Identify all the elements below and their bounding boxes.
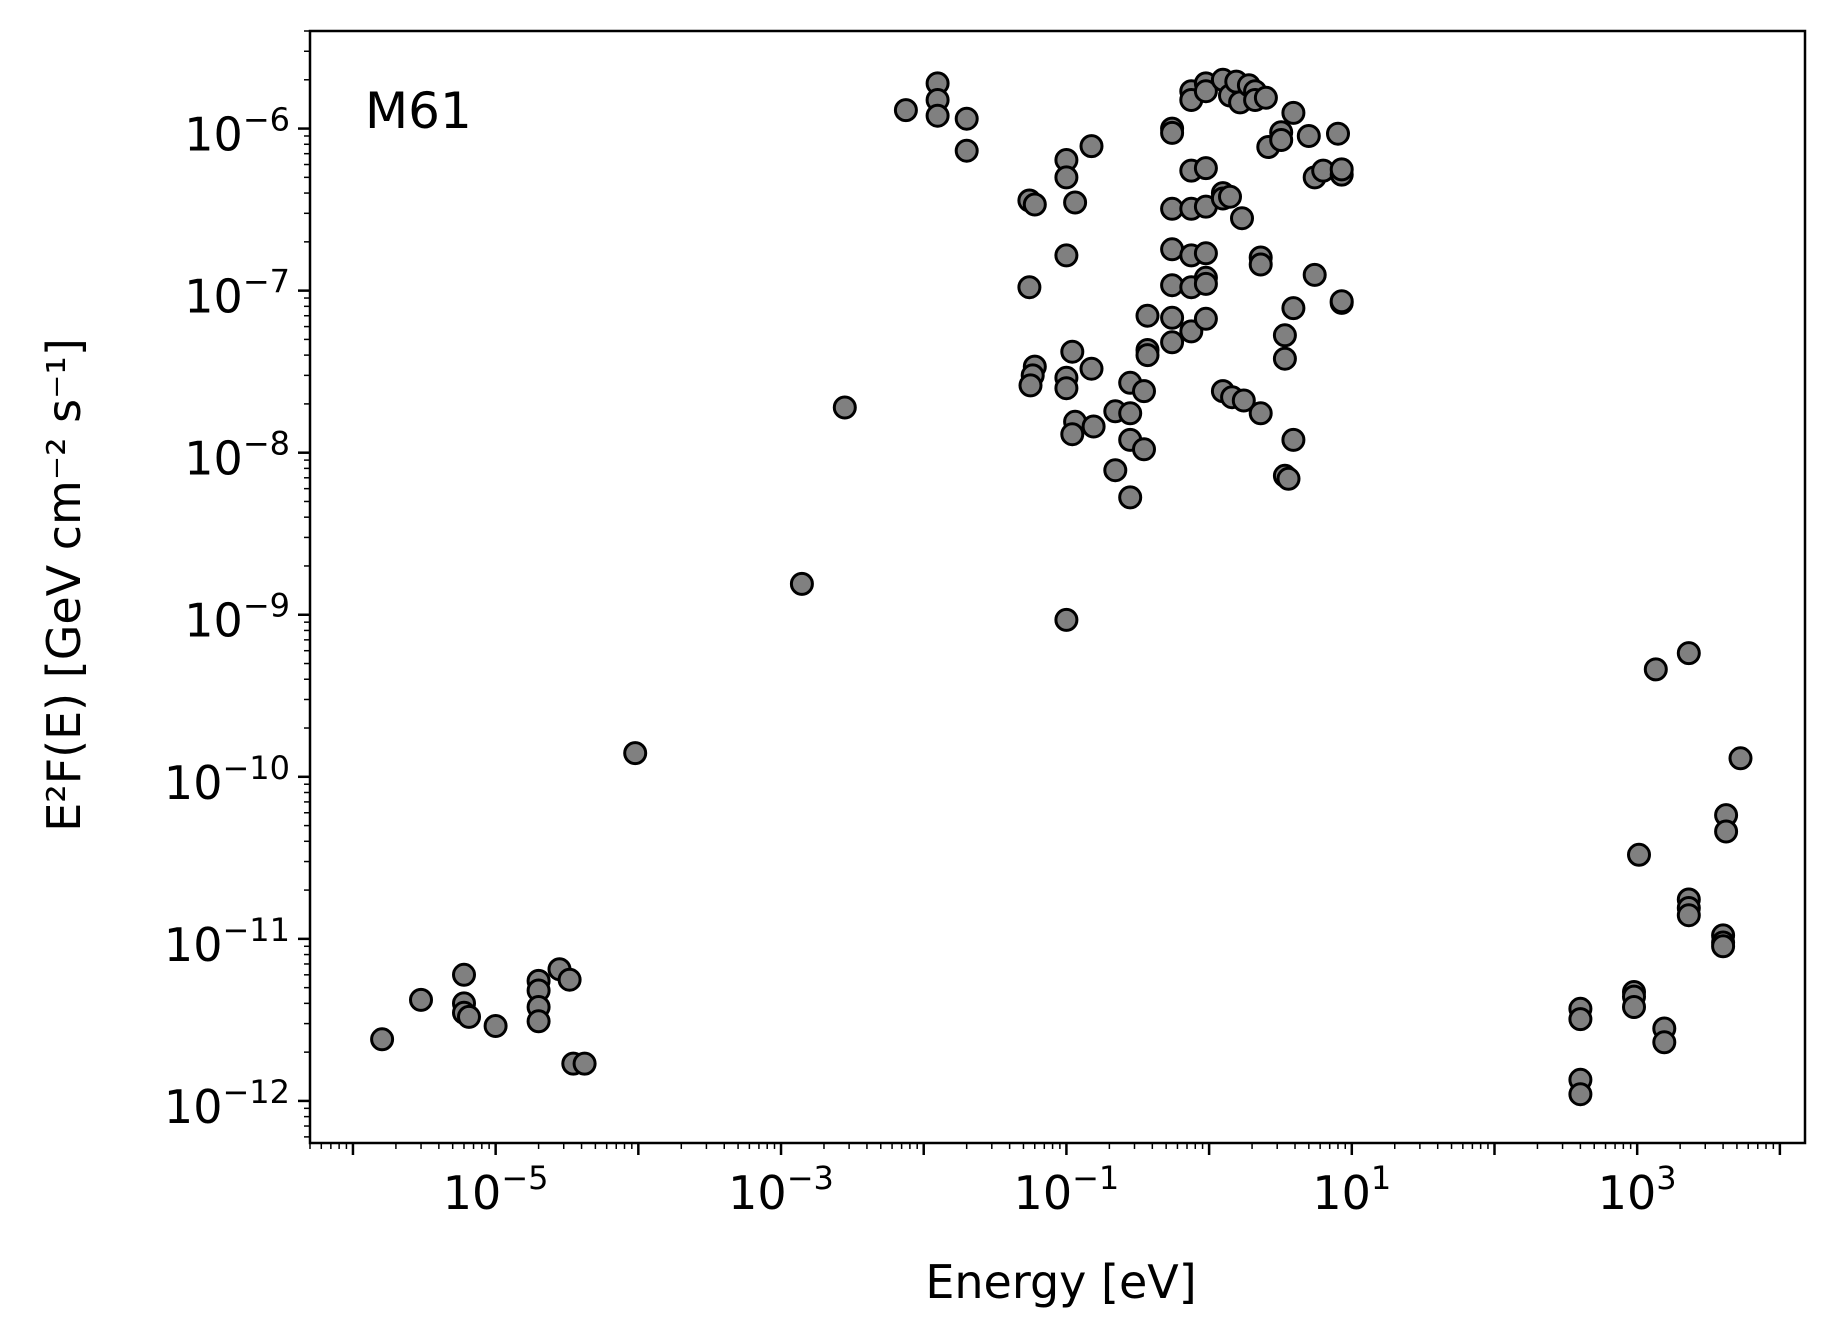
- data-point: [1160, 273, 1185, 298]
- data-point: [832, 395, 857, 420]
- data-point: [1248, 252, 1273, 277]
- x-tick-label: 103: [1598, 1159, 1677, 1220]
- data-point: [1018, 373, 1043, 398]
- y-tick-label: 10−8: [184, 425, 290, 486]
- data-point: [925, 103, 950, 128]
- data-point: [954, 106, 979, 131]
- data-point: [1079, 134, 1104, 159]
- data-point: [1118, 401, 1143, 426]
- data-point: [1276, 466, 1301, 491]
- x-tick-label: 10−1: [1014, 1159, 1120, 1220]
- data-point: [1329, 157, 1354, 182]
- data-point: [1193, 306, 1218, 331]
- y-tick-label: 10−9: [184, 587, 290, 648]
- data-point: [1272, 346, 1297, 371]
- data-point: [1272, 323, 1297, 348]
- data-point: [893, 98, 918, 123]
- data-point: [1193, 241, 1218, 266]
- data-point: [1054, 607, 1079, 632]
- data-point: [1132, 379, 1156, 404]
- y-tick-label: 10−6: [184, 101, 290, 162]
- data-point: [1269, 128, 1294, 152]
- y-tick-label: 10−12: [164, 1073, 290, 1134]
- data-point: [1054, 165, 1079, 190]
- data-point: [1728, 746, 1753, 771]
- data-point: [1627, 842, 1651, 867]
- x-tick-label: 10−5: [443, 1159, 549, 1220]
- data-point: [1329, 289, 1354, 314]
- data-point: [1132, 437, 1156, 462]
- tick-labels: 10−5 10−3 10−1 101 103 10−12 10−11 10−10 10−9 10−…: [164, 101, 1677, 1220]
- data-point: [1079, 356, 1104, 381]
- data-point: [1135, 303, 1160, 328]
- data-point: [1160, 330, 1185, 355]
- data-point: [1193, 271, 1218, 296]
- data-point: [409, 987, 433, 1012]
- data-point: [483, 1014, 508, 1038]
- data-point: [1230, 206, 1254, 231]
- data-point: [1622, 995, 1646, 1019]
- data-point: [1676, 903, 1701, 928]
- data-point: [1643, 657, 1668, 682]
- data-point: [1326, 121, 1350, 146]
- data-point: [789, 571, 814, 596]
- data-point: [1714, 819, 1739, 844]
- data-point: [1281, 427, 1306, 452]
- data-points: [370, 67, 1753, 1107]
- data-point: [1060, 339, 1085, 364]
- data-point: [1193, 79, 1218, 104]
- data-point: [1296, 124, 1321, 148]
- data-point: [1060, 422, 1085, 447]
- data-point: [457, 1004, 481, 1029]
- data-point: [1231, 388, 1256, 413]
- data-point: [1081, 414, 1106, 439]
- data-point: [1063, 190, 1088, 215]
- chart-annotation: M61: [365, 82, 472, 140]
- x-axis-label: Energy [eV]: [925, 1255, 1196, 1309]
- x-tick-label: 10−3: [728, 1159, 834, 1220]
- data-point: [1022, 192, 1047, 217]
- data-point: [1253, 85, 1278, 110]
- data-point: [1711, 934, 1736, 959]
- data-point: [1160, 120, 1185, 145]
- y-tick-label: 10−7: [184, 263, 290, 324]
- data-point: [623, 741, 648, 766]
- plot-frame: [308, 29, 1807, 1145]
- data-point: [1054, 376, 1079, 401]
- data-point: [572, 1051, 597, 1076]
- data-point: [1054, 243, 1079, 268]
- data-point: [1017, 275, 1042, 300]
- data-point: [1281, 296, 1306, 321]
- data-point: [1676, 641, 1701, 666]
- data-point: [1652, 1030, 1677, 1055]
- y-axis-label: E²F(E) [GeV cm⁻² s⁻¹]: [37, 338, 91, 832]
- data-point: [1568, 1082, 1593, 1107]
- data-point: [954, 138, 979, 163]
- data-point: [526, 1009, 551, 1034]
- data-point: [1302, 262, 1327, 287]
- data-point: [1281, 100, 1306, 125]
- data-point: [1248, 401, 1273, 426]
- y-tick-label: 10−11: [164, 911, 290, 972]
- data-point: [1135, 343, 1160, 368]
- data-point: [1160, 305, 1185, 330]
- data-point: [1103, 458, 1128, 483]
- data-point: [1218, 184, 1242, 209]
- y-tick-label: 10−10: [164, 749, 290, 810]
- data-point: [1118, 485, 1143, 510]
- x-tick-label: 101: [1312, 1159, 1391, 1220]
- data-point: [1193, 156, 1218, 181]
- data-point: [1568, 1007, 1593, 1032]
- data-point: [452, 962, 476, 987]
- data-point: [370, 1027, 395, 1052]
- data-point: [557, 967, 582, 992]
